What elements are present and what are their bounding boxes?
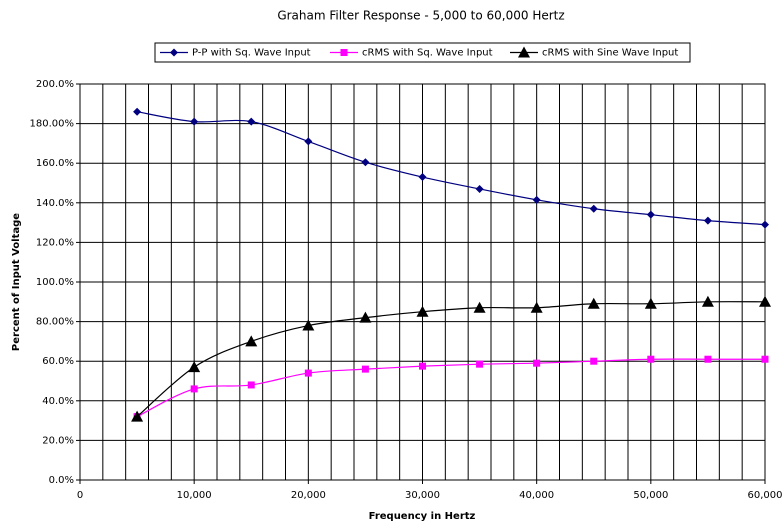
legend-label: cRMS with Sine Wave Input: [542, 48, 678, 59]
y-tick-label: 120.0%: [36, 237, 74, 248]
legend-label: P-P with Sq. Wave Input: [192, 48, 311, 59]
y-tick-label: 0.0%: [49, 475, 74, 486]
series-line: [136, 301, 766, 418]
y-tick-label: 100.0%: [36, 277, 74, 288]
x-axis-title: Frequency in Hertz: [369, 511, 476, 522]
y-tick-label: 40.0%: [42, 396, 74, 407]
marker: [190, 117, 199, 126]
marker: [247, 117, 256, 126]
marker: [416, 305, 429, 317]
legend-marker: [170, 48, 178, 57]
legend-marker: [518, 46, 530, 58]
marker: [304, 369, 312, 377]
series-line: [136, 111, 766, 226]
marker: [590, 357, 598, 365]
marker: [644, 297, 657, 309]
marker: [703, 216, 712, 225]
y-tick-label: 200.0%: [36, 79, 74, 90]
marker: [761, 355, 769, 363]
marker: [418, 173, 427, 182]
marker: [759, 295, 771, 307]
marker: [533, 359, 541, 367]
marker: [304, 137, 313, 146]
x-tick-label: 0: [77, 490, 83, 501]
marker: [589, 204, 598, 213]
y-tick-label: 80.00%: [36, 317, 74, 328]
chart-title: Graham Filter Response - 5,000 to 60,000…: [277, 9, 564, 23]
series-line: [136, 358, 765, 418]
y-tick-label: 60.0%: [42, 356, 74, 367]
marker: [131, 410, 144, 422]
marker: [530, 301, 543, 313]
marker: [245, 335, 258, 347]
x-tick-label: 20,000: [291, 490, 326, 501]
marker: [188, 361, 201, 373]
marker: [475, 184, 484, 193]
marker: [701, 295, 714, 307]
legend-box: [154, 42, 691, 63]
x-tick-label: 40,000: [519, 490, 554, 501]
marker: [302, 319, 315, 331]
x-tick-label: 30,000: [405, 490, 440, 501]
marker: [190, 385, 198, 393]
marker: [419, 362, 426, 370]
marker: [133, 107, 142, 116]
y-tick-label: 160.0%: [36, 158, 74, 169]
marker: [761, 220, 769, 229]
x-tick-label: 50,000: [633, 490, 668, 501]
y-tick-label: 20.0%: [42, 435, 74, 446]
marker: [359, 311, 372, 323]
marker: [476, 360, 484, 368]
marker: [647, 355, 655, 363]
x-tick-label: 60,000: [748, 490, 782, 501]
y-tick-label: 180.00%: [30, 119, 75, 130]
y-axis-title: Percent of Input Voltage: [11, 213, 22, 351]
y-tick-label: 140.0%: [36, 198, 74, 209]
marker: [473, 301, 486, 313]
marker: [646, 210, 655, 219]
legend-marker: [340, 49, 348, 56]
marker: [361, 158, 370, 167]
marker: [704, 355, 712, 363]
marker: [361, 365, 369, 373]
marker: [587, 297, 600, 309]
marker: [532, 195, 541, 204]
x-tick-label: 10,000: [177, 490, 212, 501]
legend-label: cRMS with Sq. Wave Input: [362, 48, 493, 59]
marker: [247, 381, 255, 389]
